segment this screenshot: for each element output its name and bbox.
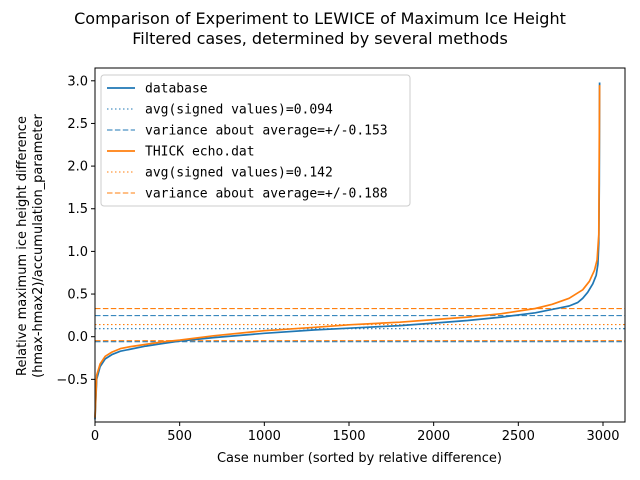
series-line-0: [94, 82, 601, 420]
axes-frame: [94, 67, 626, 423]
x-tick-label: 500: [167, 429, 192, 444]
x-tick-label: 1500: [332, 429, 365, 444]
legend-entry-label: THICK echo.dat: [145, 145, 255, 160]
series-line-1: [94, 85, 601, 418]
y-axis-label-line-1: Relative maximum ice height difference: [15, 116, 30, 376]
y-tick-label: 2.0: [67, 160, 88, 175]
y-tick-label: −0.5: [56, 373, 88, 388]
x-axis-label: Case number (sorted by relative differen…: [217, 451, 502, 466]
y-tick-label: 3.0: [67, 74, 88, 89]
chart-title-line-1: Comparison of Experiment to LEWICE of Ma…: [74, 9, 566, 28]
x-tick-label: 2500: [502, 429, 535, 444]
y-tick-label: 1.5: [67, 202, 88, 217]
legend-box: [100, 74, 411, 207]
y-tick-label: 1.0: [67, 245, 88, 260]
x-tick-label: 1000: [248, 429, 281, 444]
x-tick-label: 3000: [586, 429, 619, 444]
legend: database avg(signed values)=0.094 variance…: [100, 74, 411, 207]
legend-entry-label: avg(signed values)=0.142: [145, 166, 333, 181]
y-tick-label: 2.5: [67, 117, 88, 132]
legend-entry-label: avg(signed values)=0.094: [145, 103, 333, 118]
y-axis-label-line-2: (hmax-hmax2)/accumulation_parameter: [31, 114, 46, 378]
y-tick-label: 0.0: [67, 330, 88, 345]
legend-entry-label: variance about average=+/-0.188: [145, 187, 388, 202]
y-tick-label: 0.5: [67, 288, 88, 303]
x-tick-label: 2000: [417, 429, 450, 444]
axes: 0 500 1000 1500 2000 2500 3000 −0.5 0.0 0.5 1.0 1.5…: [56, 67, 626, 444]
legend-entry-label: variance about average=+/-0.153: [145, 124, 388, 139]
plot-area: [94, 82, 625, 420]
x-tick-label: 0: [91, 429, 99, 444]
chart-title-line-2: Filtered cases, determined by several me…: [132, 29, 508, 48]
legend-entry-label: database: [145, 82, 208, 97]
